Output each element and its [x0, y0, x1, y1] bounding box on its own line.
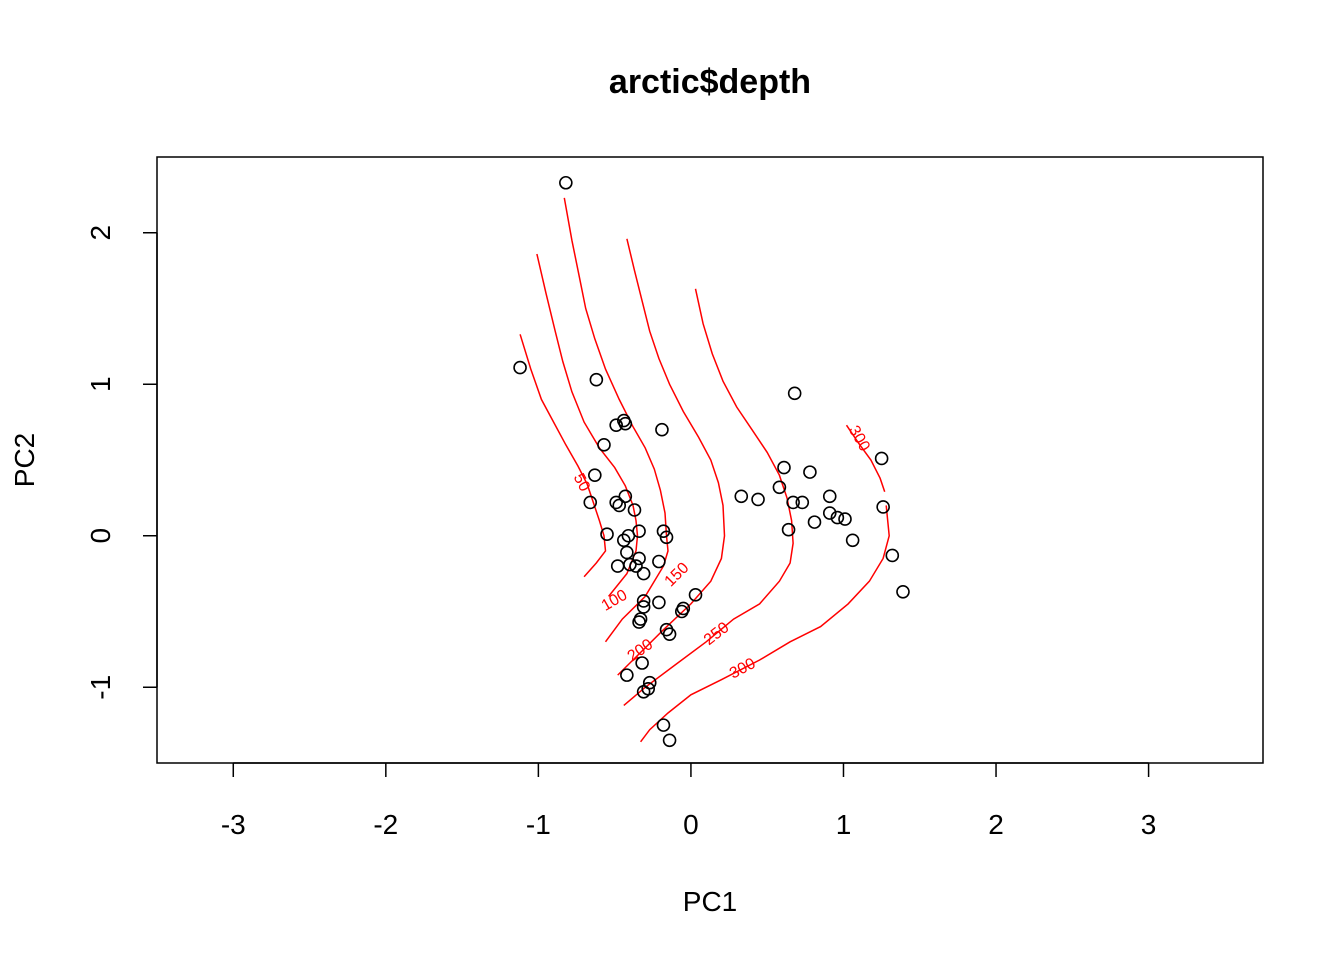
data-point: [588, 468, 602, 482]
data-point: [772, 480, 787, 495]
contour-line: [845, 424, 886, 493]
data-point: [845, 533, 860, 548]
data-point: [659, 530, 674, 545]
y-axis-title: PC2: [9, 433, 40, 487]
y-tick-label: -1: [85, 675, 116, 700]
data-point: [803, 465, 817, 479]
data-point: [652, 554, 666, 569]
data-point: [636, 684, 651, 699]
data-point: [885, 548, 900, 563]
data-point: [618, 489, 633, 504]
data-point: [787, 386, 802, 401]
data-point: [609, 418, 623, 432]
x-axis-title: PC1: [683, 886, 737, 917]
contour-label: 150: [662, 559, 693, 590]
x-tick-label: -3: [221, 809, 246, 840]
data-point: [896, 585, 910, 599]
data-point: [874, 451, 889, 466]
data-point: [635, 656, 649, 670]
x-tick-label: 3: [1141, 809, 1157, 840]
data-point: [786, 495, 800, 510]
data-point: [662, 733, 677, 748]
data-point: [620, 545, 634, 560]
data-point: [777, 460, 791, 475]
data-point: [627, 503, 642, 517]
data-point: [688, 588, 703, 602]
data-point: [589, 372, 604, 387]
data-point: [636, 600, 651, 614]
data-point: [636, 594, 651, 608]
data-point: [807, 515, 822, 529]
y-tick-label: 1: [85, 376, 116, 392]
data-point: [734, 489, 749, 504]
y-tick-label: 0: [85, 528, 116, 544]
data-point: [830, 510, 845, 525]
data-point: [751, 492, 765, 507]
x-tick-label: 2: [988, 809, 1004, 840]
data-point: [655, 422, 669, 437]
data-point: [674, 604, 689, 619]
data-point: [822, 489, 837, 504]
data-point: [652, 595, 666, 610]
data-point: [636, 566, 651, 581]
data-point: [656, 718, 671, 732]
data-point: [822, 506, 837, 520]
contour-line: [536, 253, 639, 597]
data-point: [597, 438, 611, 452]
data-point: [612, 498, 627, 513]
contour-label: 50: [570, 471, 593, 495]
data-point: [583, 495, 598, 510]
data-point: [610, 559, 625, 573]
x-axis: -3 -2 -1 0 1 2 3: [221, 762, 1157, 840]
x-tick-label: 1: [836, 809, 852, 840]
data-point: [838, 512, 852, 526]
chart-title: arctic$depth: [609, 63, 811, 101]
x-tick-label: -1: [526, 809, 551, 840]
data-point: [621, 528, 636, 543]
data-point: [781, 522, 796, 537]
data-point: [795, 495, 810, 510]
y-axis: -1 0 1 2: [85, 225, 158, 700]
data-points: [513, 175, 910, 748]
data-point: [600, 527, 614, 542]
data-point: [632, 551, 646, 566]
data-point: [876, 500, 890, 514]
data-point: [632, 615, 646, 629]
contour-label: 200: [625, 636, 657, 665]
x-tick-label: 0: [683, 809, 699, 840]
x-tick-label: -2: [373, 809, 398, 840]
contour-line: [640, 505, 890, 743]
data-point: [513, 360, 527, 375]
contour-line: [519, 334, 607, 578]
y-tick-label: 2: [85, 225, 116, 241]
data-point: [609, 495, 623, 510]
data-point: [629, 559, 643, 573]
data-point: [642, 675, 657, 690]
contour-line: [617, 238, 726, 676]
contour-label: 300: [845, 423, 873, 455]
contour-label: 100: [599, 587, 631, 615]
data-point: [620, 668, 634, 682]
data-point: [559, 175, 573, 190]
contour-line: [623, 288, 794, 706]
data-point: [618, 416, 633, 431]
contour-line: [563, 197, 669, 643]
data-point: [662, 627, 677, 642]
data-point: [617, 533, 631, 548]
